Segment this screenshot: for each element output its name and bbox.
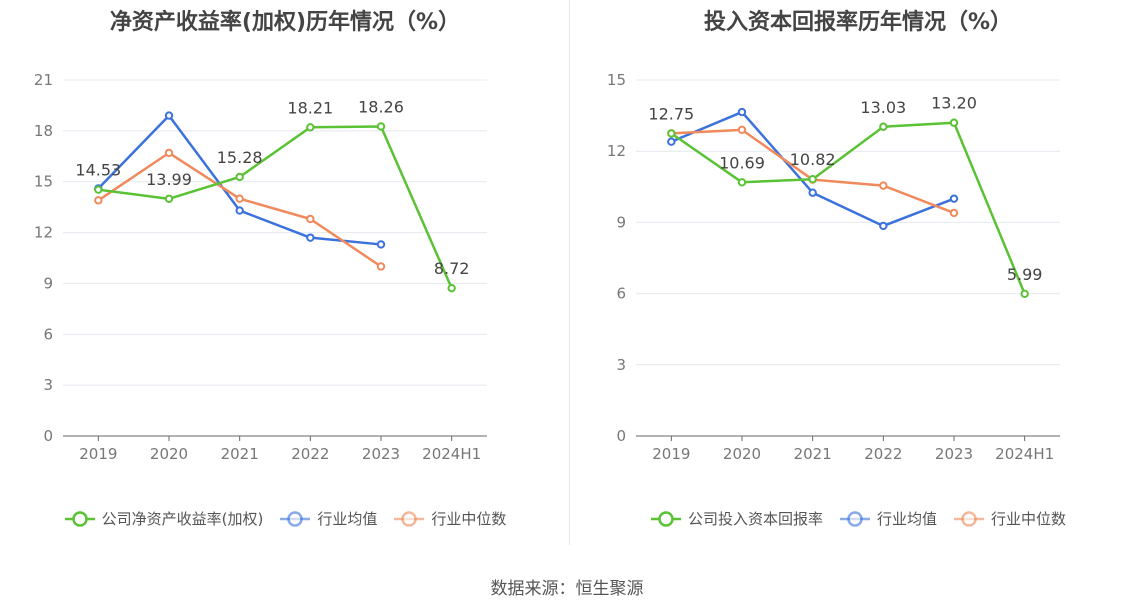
roe-line-chart: 0 3 6 9 12 15 18 21 2019 2020 2021 2022 2023 2024H1 14… [34,71,487,463]
data-point[interactable] [879,221,888,231]
legend-marker-icon [64,510,95,527]
roic-line-chart: 0 3 6 9 12 15 2019 2020 2021 2022 2023 2024H1 12.75 1… [607,71,1060,463]
data-point[interactable] [1020,289,1029,299]
data-point[interactable] [737,178,747,187]
x-tick-label: 2023 [362,445,400,463]
legend-item[interactable]: 行业中位数 [393,508,506,529]
x-tick-label: 2019 [79,445,117,463]
data-point[interactable] [306,214,315,224]
data-label: 18.26 [358,97,404,116]
legend-label: 行业均值 [876,510,937,528]
legend-label: 公司投入资本回报率 [687,510,823,528]
legend-item[interactable]: 行业均值 [839,508,937,529]
y-tick-label: 21 [34,71,53,89]
data-point[interactable] [808,175,817,184]
y-tick-label: 0 [616,427,626,445]
legend-item[interactable]: 行业均值 [279,508,377,529]
data-point[interactable] [376,262,386,271]
data-source-note: 数据来源：恒生聚源 [490,579,644,599]
x-tick-label: 2024H1 [995,445,1054,463]
roe-chart-panel: 净资产收益率(加权)历年情况（%） 0 3 6 9 12 15 18 21 2019 2020 20… [5,0,565,560]
data-point[interactable] [94,185,103,194]
roic-chart-panel: 投入资本回报率历年情况（%） 0 3 6 9 12 15 2019 2020 2021 2022 2… [578,0,1134,560]
x-tick-label: 2022 [864,445,902,463]
data-point[interactable] [164,111,174,120]
data-point[interactable] [667,137,676,146]
data-point[interactable] [737,125,747,135]
x-tick-label: 2022 [291,445,329,463]
data-point[interactable] [164,148,174,158]
y-tick-label: 12 [34,224,53,242]
y-tick-label: 18 [34,122,53,140]
y-tick-label: 9 [43,274,53,292]
data-label: 8.72 [434,259,470,278]
x-tick-label: 2021 [221,445,259,463]
data-point[interactable] [447,283,456,293]
chart-legend: 公司投入资本回报率 行业均值 行业中位数 [578,508,1134,529]
legend-marker-icon [394,510,425,527]
data-point[interactable] [376,122,386,131]
data-point[interactable] [235,172,244,182]
y-tick-label: 9 [616,213,626,231]
legend-label: 行业中位数 [991,510,1067,528]
y-tick-label: 15 [34,173,53,191]
x-tick-label: 2019 [652,445,690,463]
legend-item[interactable]: 公司净资产收益率(加权) [64,508,264,529]
series-line [98,125,453,289]
data-point[interactable] [949,118,959,127]
y-tick-label: 3 [616,356,626,374]
x-tick-label: 2024H1 [422,445,481,463]
legend-marker-icon [650,510,681,527]
y-tick-label: 6 [43,325,53,343]
data-point[interactable] [879,181,888,190]
data-point[interactable] [949,208,959,218]
data-point[interactable] [879,122,888,131]
x-tick-label: 2023 [935,445,973,463]
data-label: 10.69 [719,153,765,172]
y-tick-label: 6 [616,285,626,303]
data-point[interactable] [306,123,315,132]
data-point[interactable] [737,107,747,117]
data-label: 13.99 [146,170,192,189]
legend-item[interactable]: 公司投入资本回报率 [650,508,823,529]
data-label: 10.82 [790,150,836,169]
data-point[interactable] [667,129,676,138]
data-label: 18.21 [287,98,333,117]
y-tick-label: 0 [43,427,53,445]
series-line [671,128,955,215]
chart-legend: 公司净资产收益率(加权) 行业均值 行业中位数 [5,508,565,529]
legend-label: 公司净资产收益率(加权) [101,510,264,528]
data-point[interactable] [376,240,386,249]
data-point[interactable] [949,194,959,203]
x-tick-label: 2020 [150,445,188,463]
data-label: 15.28 [217,148,263,167]
data-label: 12.75 [648,104,694,123]
legend-item[interactable]: 行业中位数 [953,508,1066,529]
data-label: 14.53 [75,161,121,180]
legend-label: 行业均值 [317,510,378,528]
data-point[interactable] [235,194,244,203]
data-label: 13.03 [860,98,906,117]
data-point[interactable] [306,233,315,242]
x-tick-label: 2020 [723,445,761,463]
data-point[interactable] [164,194,174,204]
data-point[interactable] [808,188,817,197]
x-tick-label: 2021 [794,445,832,463]
series-line [670,121,1026,295]
legend-label: 行业中位数 [431,510,507,528]
y-tick-label: 12 [607,142,626,160]
legend-marker-icon [839,510,870,527]
legend-marker-icon [954,510,984,527]
chart-title: 投入资本回报率历年情况（%） [703,10,1013,35]
data-point[interactable] [235,206,244,215]
data-label: 5.99 [1007,265,1043,284]
data-label: 13.20 [931,94,977,113]
panel-divider [569,0,570,545]
chart-title: 净资产收益率(加权)历年情况（%） [109,10,461,35]
y-tick-label: 3 [43,376,53,394]
y-tick-label: 15 [607,71,626,89]
legend-marker-icon [280,510,311,527]
data-point[interactable] [94,196,103,205]
